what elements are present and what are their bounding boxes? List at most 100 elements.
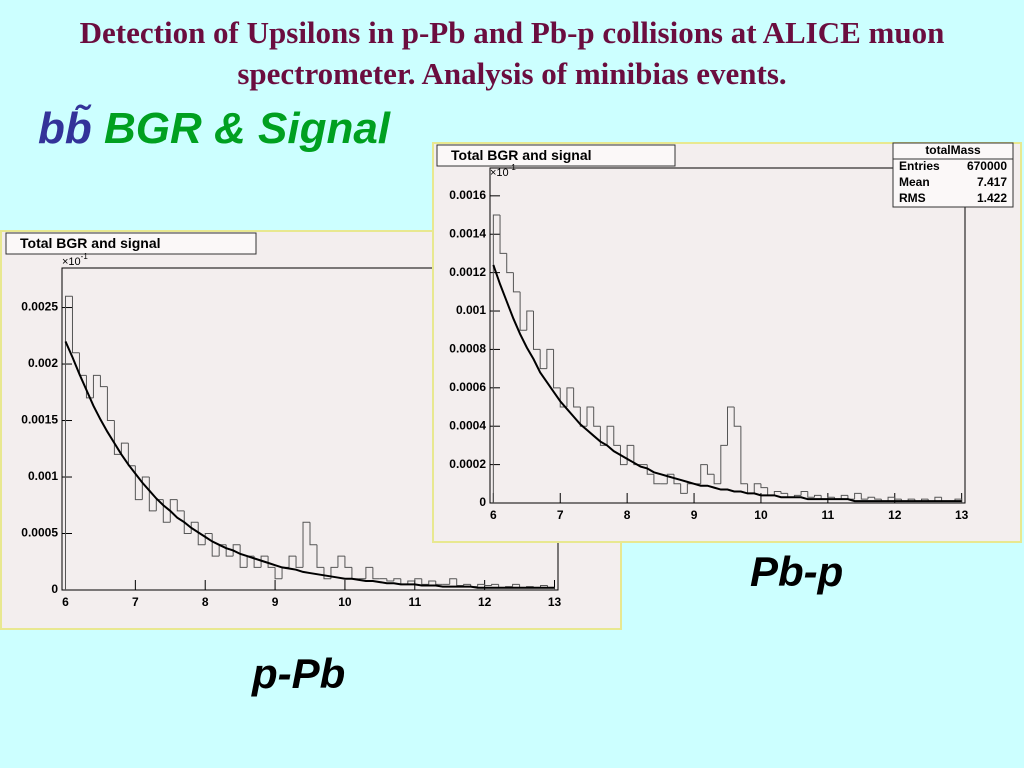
x-tick-label: 7 [557, 508, 564, 522]
y-tick-label: 0.001 [456, 303, 486, 317]
histogram-bin [733, 407, 741, 427]
histogram-bin [894, 497, 902, 500]
histogram-bin [316, 544, 324, 568]
x-tick-label: 13 [955, 508, 969, 522]
y-tick-label: 0.001 [28, 469, 58, 483]
y-tick-label: 0.0016 [449, 188, 486, 202]
x-tick-label: 8 [624, 508, 631, 522]
histogram-bin [566, 387, 574, 408]
x-tick-label: 8 [202, 595, 209, 609]
multiplier-base: ×10 [62, 256, 81, 268]
histogram-bin [414, 578, 422, 581]
histogram-bin [780, 491, 788, 494]
histogram-bin [204, 533, 213, 545]
x-tick-label: 13 [548, 595, 562, 609]
histogram-bin [606, 425, 614, 446]
title-box [5, 232, 257, 255]
histogram-bin [428, 580, 436, 585]
histogram-bin [71, 296, 80, 354]
histogram-bin [113, 420, 122, 455]
fit-curve [64, 341, 555, 589]
x-tick-label: 11 [822, 508, 835, 522]
histogram-bin [484, 584, 492, 586]
histogram-bin [506, 253, 514, 274]
y-tick-label: 0.0006 [449, 380, 486, 394]
stats-label: Entries [899, 159, 940, 173]
multiplier-exp: -1 [509, 163, 517, 172]
histogram-bin [753, 483, 761, 494]
plot-area [489, 167, 966, 504]
histogram-bin [800, 490, 808, 496]
histogram-bin [106, 386, 115, 422]
histogram-bin [456, 578, 464, 586]
histogram-bin [653, 474, 661, 485]
stats-label: Mean [899, 175, 930, 189]
histogram-bin [553, 349, 561, 389]
histogram-bin [141, 476, 150, 500]
stats-value: 670000 [967, 159, 1007, 173]
x-tick-label: 11 [408, 595, 421, 609]
histogram-bin [134, 465, 143, 501]
histogram-bin [760, 483, 768, 489]
y-tick-label: 0.0002 [449, 457, 486, 471]
y-tick-label: 0 [479, 495, 486, 509]
slide-title: Detection of Upsilons in p-Pb and Pb-p c… [79, 15, 945, 91]
x-tick-label: 9 [691, 508, 698, 522]
x-tick-label: 6 [62, 595, 69, 609]
x-tick-label: 9 [272, 595, 279, 609]
histogram-bin [253, 556, 262, 568]
histogram-bin [491, 583, 499, 586]
histogram-bin [807, 491, 815, 498]
chart-title: Total BGR and signal [20, 235, 161, 251]
histogram-bin [492, 214, 501, 503]
multiplier-base: ×10 [490, 167, 509, 179]
histogram-bin [934, 496, 942, 502]
x-tick-label: 10 [338, 595, 352, 609]
histogram-bin [197, 522, 206, 546]
histogram-bin [874, 497, 882, 500]
y-tick-label: 0.0005 [21, 526, 58, 540]
heading-text: BGR & Signal [104, 104, 391, 153]
histogram-bin [295, 556, 304, 568]
histogram-bin [386, 578, 394, 582]
histogram-bin [666, 473, 674, 484]
histogram-bin [887, 496, 895, 502]
y-multiplier: ×10-1 [62, 252, 88, 268]
histogram-bin [148, 477, 157, 512]
histogram-bin [599, 426, 608, 446]
histogram-bin [512, 583, 520, 587]
histogram-bin [302, 521, 310, 568]
y-tick-label: 0.002 [28, 356, 58, 370]
histogram-bin [860, 493, 868, 500]
histogram-bin [232, 544, 241, 557]
chart-title: Total BGR and signal [451, 147, 592, 163]
heading-symbol: bb̃ [38, 104, 92, 153]
histogram-bin [740, 426, 748, 485]
x-tick-label: 7 [132, 595, 139, 609]
y-tick-label: 0.0014 [449, 226, 486, 240]
multiplier-exp: -1 [81, 252, 89, 261]
histogram-bin [813, 494, 822, 498]
histogram-bin [274, 567, 283, 580]
stats-value: 1.422 [977, 191, 1007, 205]
title-box [436, 144, 676, 167]
x-tick-label: 6 [490, 508, 497, 522]
histogram-bin [512, 272, 521, 293]
histogram-bin [727, 406, 735, 446]
histogram-bin [267, 556, 276, 568]
histogram-bin [169, 499, 178, 523]
histogram-bin [586, 406, 594, 427]
y-multiplier: ×10-1 [490, 163, 516, 179]
histogram-bin [477, 583, 485, 587]
x-tick-label: 12 [888, 508, 902, 522]
stats-title: totalMass [925, 143, 981, 157]
histogram-bin [546, 348, 554, 369]
histogram-bin [407, 580, 415, 585]
stats-label: RMS [899, 191, 926, 205]
histogram-bin [773, 490, 782, 496]
histogram-bin [344, 556, 352, 568]
histogram-bin [593, 407, 601, 427]
fit-curve [492, 264, 962, 503]
histogram-bin [288, 555, 297, 568]
histogram-bin [720, 444, 728, 484]
